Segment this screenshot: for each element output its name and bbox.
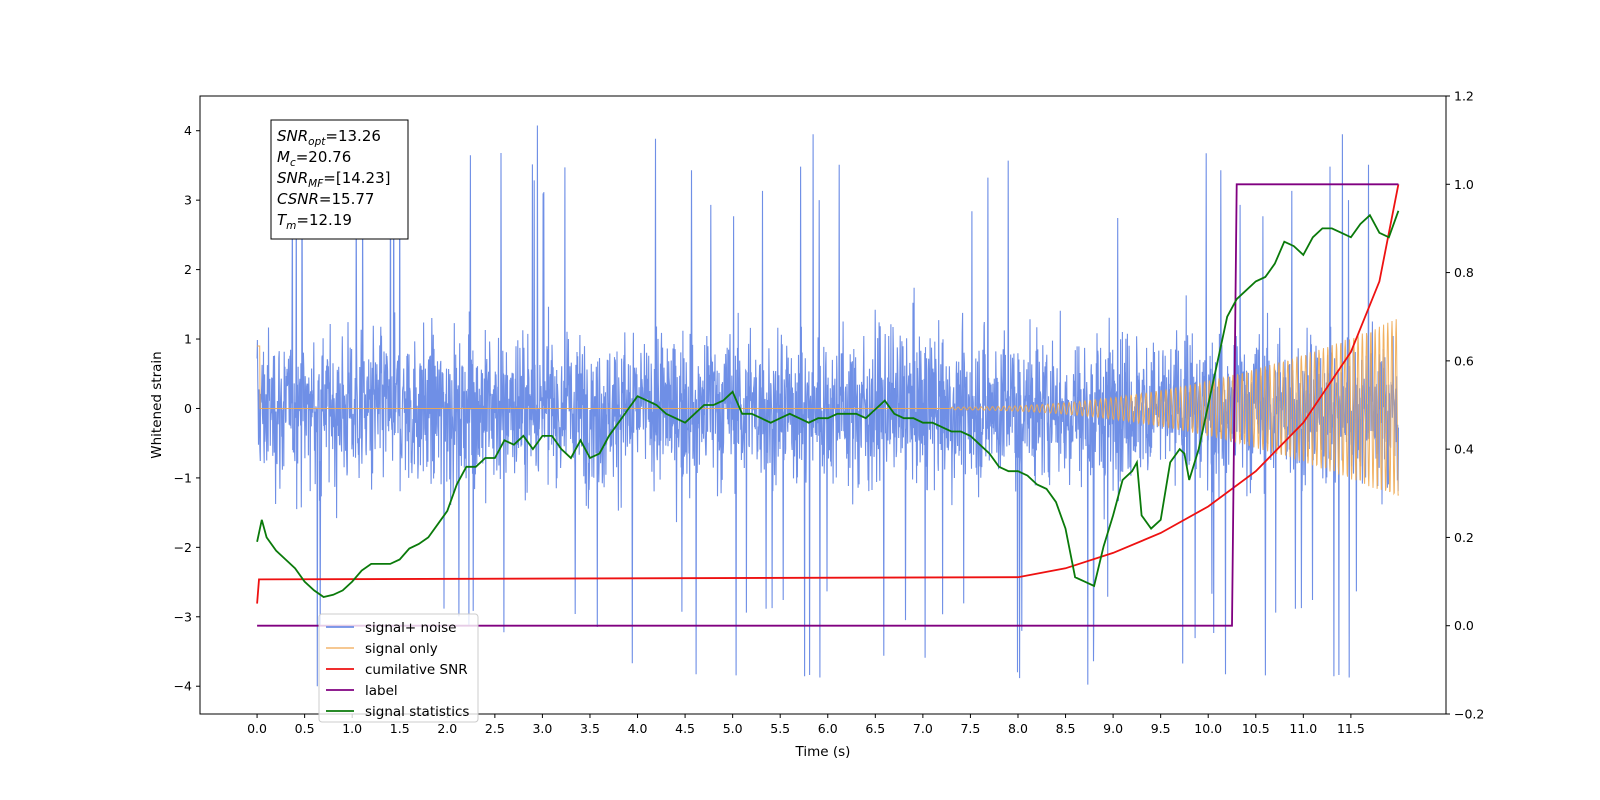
y-axis-right: −0.2 0.0 0.2 0.4 0.6 0.8 1.0 1.2 — [1446, 89, 1484, 722]
annotation-line: Mc=20.76 — [277, 148, 351, 169]
series-cumulative-snr — [256, 184, 1400, 604]
y2-tick-label: 0.6 — [1454, 353, 1474, 368]
y-tick-label: −3 — [174, 609, 192, 624]
x-tick-label: 7.0 — [913, 721, 933, 736]
x-tick-label: 7.5 — [960, 721, 980, 736]
x-tick-label: 4.5 — [675, 721, 695, 736]
x-axis: 0.0 0.5 1.0 1.5 2.0 2.5 3.0 3.5 4.0 4.5 5.0 5.5 6.0 6… — [247, 714, 1365, 736]
legend-label: label — [365, 683, 398, 699]
x-axis-label: Time (s) — [795, 744, 851, 760]
y2-tick-label: 0.8 — [1454, 265, 1474, 280]
y2-tick-label: 1.0 — [1454, 177, 1474, 192]
x-tick-label: 0.0 — [247, 721, 267, 736]
legend-label: signal statistics — [365, 704, 469, 720]
x-tick-label: 6.0 — [818, 721, 838, 736]
y2-tick-label: 0.2 — [1454, 530, 1474, 545]
x-tick-label: 5.0 — [723, 721, 743, 736]
y-tick-label: 0 — [184, 401, 192, 416]
legend-label: signal+ noise — [365, 620, 456, 636]
x-tick-label: 1.5 — [390, 721, 410, 736]
x-tick-label: 8.5 — [1056, 721, 1076, 736]
x-tick-label: 10.5 — [1242, 721, 1270, 736]
x-tick-label: 8.0 — [1008, 721, 1028, 736]
x-tick-label: 9.5 — [1151, 721, 1171, 736]
plot-layer — [256, 125, 1400, 687]
series-signal-statistics — [256, 210, 1400, 598]
annotation-line: CSNR=15.77 — [277, 190, 374, 208]
x-tick-label: 2.5 — [485, 721, 505, 736]
annotation-line: Tm=12.19 — [277, 211, 352, 232]
y-tick-label: −2 — [174, 540, 192, 555]
y2-tick-label: −0.2 — [1454, 707, 1484, 722]
legend-label: signal only — [365, 641, 438, 657]
legend-label: cumilative SNR — [365, 662, 468, 678]
annotation-line: SNRopt=13.26 — [277, 127, 381, 148]
x-tick-label: 11.5 — [1337, 721, 1365, 736]
x-tick-label: 6.5 — [865, 721, 885, 736]
y-tick-label: 4 — [184, 123, 192, 138]
y-tick-label: 3 — [184, 193, 192, 208]
x-tick-label: 5.5 — [770, 721, 790, 736]
y2-tick-label: 0.4 — [1454, 442, 1474, 457]
x-tick-label: 4.0 — [628, 721, 648, 736]
x-tick-label: 10.0 — [1194, 721, 1222, 736]
y2-tick-label: 0.0 — [1454, 618, 1474, 633]
series-signal-noise — [256, 125, 1399, 687]
y-tick-label: 2 — [184, 262, 192, 277]
y2-tick-label: 1.2 — [1454, 89, 1474, 104]
y-tick-label: −1 — [174, 470, 192, 485]
x-tick-label: 0.5 — [295, 721, 315, 736]
annotation-box: SNRopt=13.26Mc=20.76SNRMF=[14.23]CSNR=15… — [270, 119, 409, 240]
x-tick-label: 2.0 — [437, 721, 457, 736]
y-axis-label: Whitened strain — [149, 351, 165, 458]
x-tick-label: 3.5 — [580, 721, 600, 736]
y-tick-label: 1 — [184, 332, 192, 347]
y-axis-left: −4 −3 −2 −1 0 1 2 3 4 — [174, 123, 200, 694]
plot-frame — [199, 95, 1447, 715]
y-tick-label: −4 — [174, 679, 192, 694]
x-tick-label: 11.0 — [1289, 721, 1317, 736]
legend: signal+ noise signal only cumilative SNR la… — [318, 613, 479, 723]
x-tick-label: 1.0 — [342, 721, 362, 736]
x-tick-label: 9.0 — [1103, 721, 1123, 736]
series-label — [257, 183, 1399, 627]
annotation-line: SNRMF=[14.23] — [277, 169, 391, 190]
x-tick-label: 3.0 — [532, 721, 552, 736]
